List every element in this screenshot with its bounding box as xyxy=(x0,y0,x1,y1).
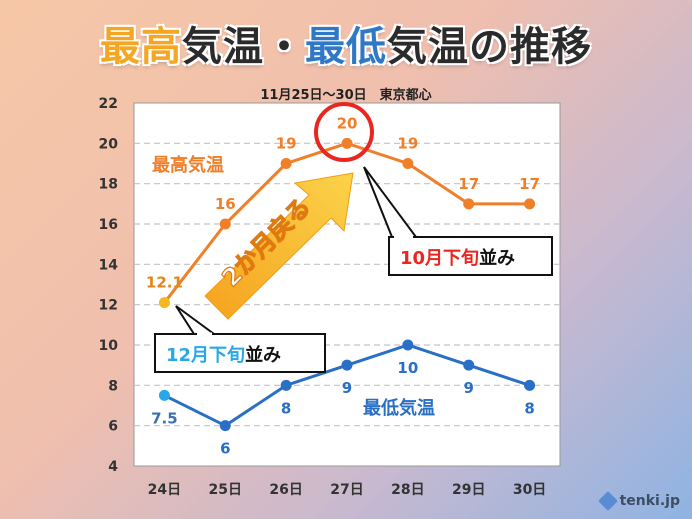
data-point xyxy=(524,198,536,210)
dec-callout-month: 12月下旬 xyxy=(166,344,245,366)
data-label: 12.1 xyxy=(146,274,183,292)
december-callout: 12月下旬並み xyxy=(154,305,326,373)
october-callout: 10月下旬並み xyxy=(363,166,553,276)
y-tick-label: 6 xyxy=(108,419,118,435)
data-point xyxy=(402,158,414,169)
page-title: 最高気温・最低気温の推移 xyxy=(0,14,692,72)
x-tick-label: 25日 xyxy=(209,482,242,498)
trend-arrow: 2か月戻る xyxy=(204,172,354,320)
title-high: 最高 xyxy=(100,24,182,70)
y-tick-label: 8 xyxy=(108,378,118,394)
highlight-circle xyxy=(314,102,374,162)
y-tick-label: 16 xyxy=(99,217,118,233)
x-axis-ticks: 24日 25日 26日 27日 28日 29日 30日 xyxy=(148,482,547,498)
tenki-logo-icon xyxy=(597,491,618,511)
y-axis-ticks: 4 6 8 10 12 14 16 18 20 22 xyxy=(99,96,119,475)
svg-text:10月下旬並み: 10月下旬並み xyxy=(400,247,515,269)
data-point xyxy=(463,359,475,371)
data-point xyxy=(463,198,475,210)
high-series-label: 最高気温 xyxy=(152,154,224,176)
data-label: 20 xyxy=(337,114,358,132)
data-label: 10 xyxy=(397,359,418,377)
plot-area xyxy=(133,102,561,467)
x-tick-label: 26日 xyxy=(269,482,302,498)
data-point xyxy=(219,420,231,432)
x-tick-label: 27日 xyxy=(330,482,363,498)
data-label: 9 xyxy=(463,379,473,397)
low-series-label: 最低気温 xyxy=(363,397,435,419)
data-label: 17 xyxy=(458,175,479,193)
data-label: 8 xyxy=(524,399,534,417)
oct-callout-suffix: 並み xyxy=(479,247,515,269)
y-tick-label: 4 xyxy=(108,459,118,475)
y-tick-label: 20 xyxy=(99,136,119,152)
chart-subtitle: 11月25日～30日 東京都心 xyxy=(260,88,432,103)
data-point xyxy=(280,379,292,391)
data-label: 8 xyxy=(281,399,291,417)
y-tick-label: 10 xyxy=(99,338,119,354)
title-low: 最低 xyxy=(305,24,387,70)
y-tick-label: 14 xyxy=(99,257,119,273)
data-point xyxy=(341,359,353,371)
x-tick-label: 28日 xyxy=(391,482,424,498)
data-point xyxy=(280,158,292,169)
dec-callout-suffix: 並み xyxy=(245,344,281,366)
data-label: 19 xyxy=(276,135,297,153)
svg-text:12月下旬並み: 12月下旬並み xyxy=(166,344,281,366)
title-mid: 気温・ xyxy=(182,24,305,70)
title-end: 気温の推移 xyxy=(387,24,592,70)
x-tick-label: 30日 xyxy=(513,482,546,498)
series-low: 7.5 6 8 9 10 9 8 xyxy=(151,339,536,458)
x-tick-label: 29日 xyxy=(452,482,485,498)
data-label: 9 xyxy=(342,379,352,397)
data-point xyxy=(219,218,231,230)
oct-callout-month: 10月下旬 xyxy=(400,247,479,269)
data-label: 6 xyxy=(220,440,230,458)
series-high: 12.1 16 19 20 19 17 17 xyxy=(146,114,540,309)
data-point xyxy=(158,389,170,401)
y-tick-label: 18 xyxy=(99,177,118,193)
data-point xyxy=(158,297,170,309)
data-label: 16 xyxy=(215,195,236,213)
y-tick-label: 12 xyxy=(99,298,118,314)
data-label: 7.5 xyxy=(151,409,178,427)
data-point xyxy=(341,137,353,149)
data-label: 19 xyxy=(397,135,418,153)
data-point xyxy=(402,339,414,351)
data-point xyxy=(524,379,536,391)
logo-text: tenki.jp xyxy=(619,493,680,509)
data-label: 17 xyxy=(519,175,540,193)
x-tick-label: 24日 xyxy=(148,482,181,498)
y-tick-label: 22 xyxy=(99,96,118,112)
tenki-logo[interactable]: tenki.jp xyxy=(597,491,680,511)
